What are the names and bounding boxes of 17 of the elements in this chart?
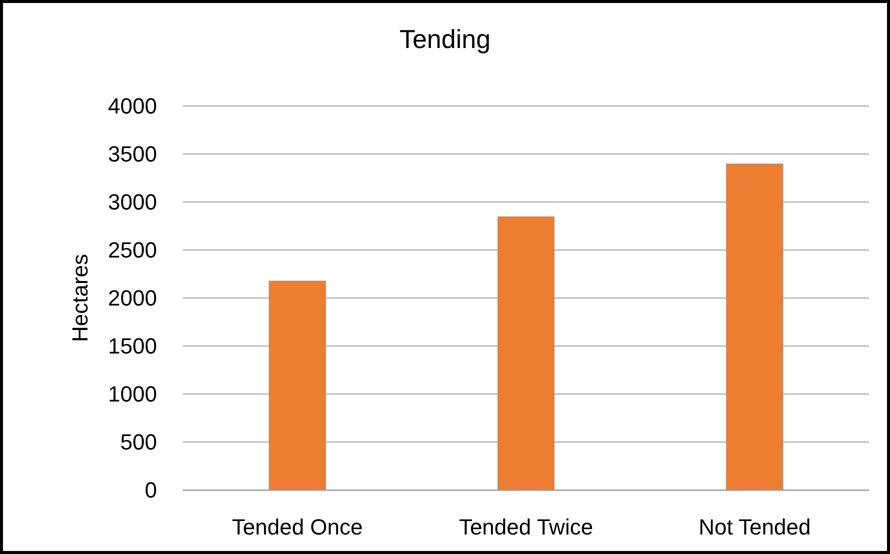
y-tick-label: 0 xyxy=(144,478,157,502)
y-tick-label: 1500 xyxy=(108,334,157,358)
y-tick-label: 2500 xyxy=(108,238,157,262)
x-tick-label: Tended Once xyxy=(232,514,363,540)
chart-title: Tending xyxy=(399,24,491,54)
y-tick-label: 3500 xyxy=(108,142,157,166)
x-tick-label: Not Tended xyxy=(698,514,811,540)
y-tick-label: 1000 xyxy=(108,382,157,406)
bar xyxy=(726,164,784,490)
bar xyxy=(497,216,555,490)
y-tick-label: 4000 xyxy=(108,94,157,118)
y-axis-title: Hectares xyxy=(68,254,92,342)
y-tick-label: 3000 xyxy=(108,190,157,214)
x-tick-label: Tended Twice xyxy=(458,514,594,540)
y-tick-label: 2000 xyxy=(108,286,157,310)
bar xyxy=(268,280,326,490)
y-tick-label: 500 xyxy=(120,430,157,454)
